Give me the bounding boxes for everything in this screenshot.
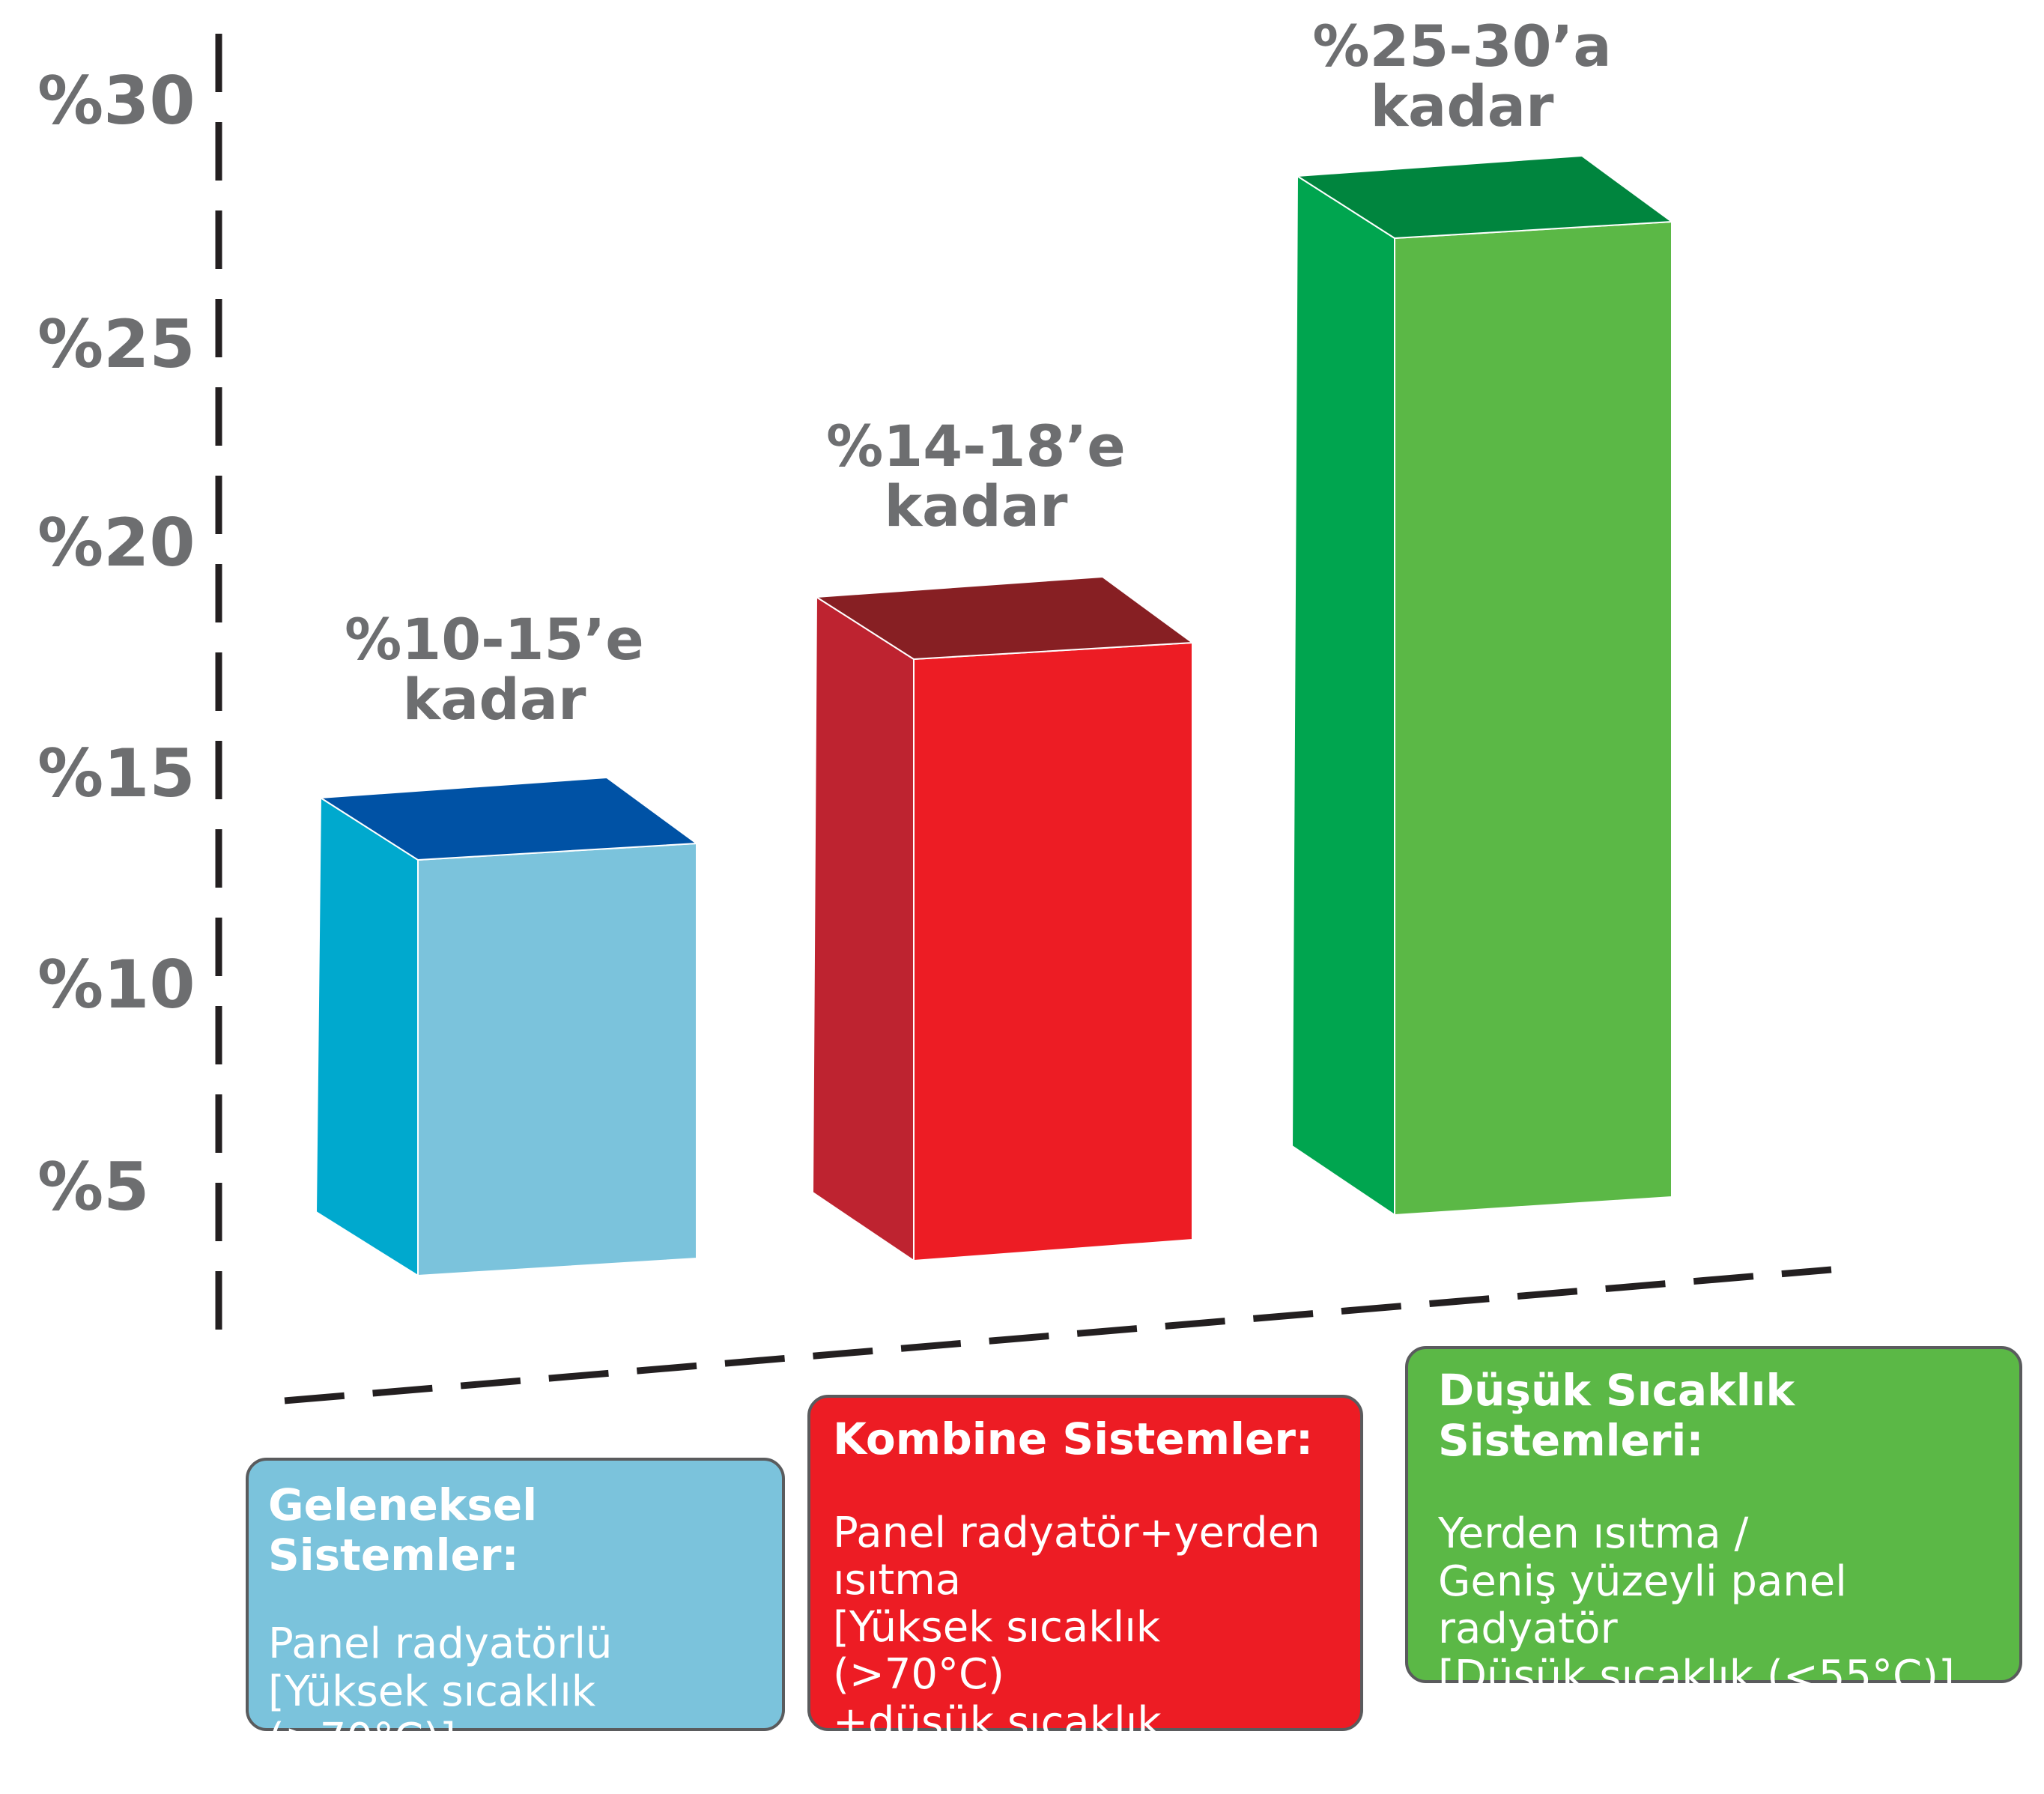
- legend-dusuk-sicaklik-line: Geniş yüzeyli panel radyatör: [1438, 1557, 1847, 1653]
- bar-label-kombine-line2: kadar: [885, 473, 1069, 539]
- bar-label-geleneksel-line2: kadar: [403, 666, 587, 733]
- legend-geleneksel-line: Panel radyatörlü: [268, 1619, 613, 1669]
- legend-kombine-line: ısıtma: [833, 1555, 962, 1604]
- bar-label-geleneksel-line1: %10-15’e: [345, 606, 644, 673]
- bar-kombine-side: [811, 596, 915, 1262]
- y-tick-5: %5: [37, 1148, 149, 1225]
- bar-dusuk-sicaklik: [1291, 154, 1674, 1216]
- bar-geleneksel-side: [315, 796, 419, 1277]
- x-axis-baseline: [284, 1266, 1832, 1404]
- bar-dusuk-sicaklik-side: [1291, 175, 1395, 1216]
- bar-kombine-top: [813, 575, 1195, 661]
- legend-dusuk-sicaklik-line: [Düşük sıcaklık (<55°C)]: [1438, 1652, 1955, 1701]
- legend-dusuk-sicaklik-line: Yerden ısıtma /: [1438, 1509, 1749, 1559]
- legend-kombine-line: [Yüksek sıcaklık (>70°C): [833, 1603, 1161, 1700]
- bar-kombine: [811, 575, 1195, 1262]
- legend-dusuk-sicaklik: Düşük Sıcaklık Sistemleri: Yerden ısıtma…: [1405, 1346, 2022, 1700]
- bar-label-dusuk-sicaklik-line1: %25-30’a: [1312, 13, 1611, 79]
- legend-geleneksel-line: [Yüksek sıcaklık (>70°C)]: [268, 1667, 596, 1763]
- bar-geleneksel-front: [417, 842, 697, 1277]
- y-tick-15: %15: [37, 735, 195, 812]
- bar-kombine-front: [913, 641, 1193, 1262]
- y-tick-25: %25: [37, 306, 195, 383]
- legend-kombine: Kombine Sistemler: Panel radyatör+yerden…: [807, 1395, 1363, 1793]
- legend-geleneksel-title: Geleneksel Sistemler:: [268, 1479, 538, 1581]
- chart: %5 %10 %15 %20 %25 %30 %10-15’e kadar %1…: [37, 13, 1832, 1404]
- y-tick-30: %30: [37, 62, 195, 139]
- legend-geleneksel: Geleneksel Sistemler: Panel radyatörlü […: [246, 1458, 785, 1763]
- bar-dusuk-sicaklik-front: [1394, 220, 1672, 1216]
- bar-geleneksel: [315, 776, 699, 1277]
- legend-dusuk-sicaklik-title: Düşük Sıcaklık Sistemleri:: [1438, 1365, 1795, 1466]
- bar-geleneksel-top: [318, 776, 699, 861]
- bar-label-dusuk-sicaklik-line2: kadar: [1371, 73, 1555, 139]
- legend-kombine-line: +düşük sıcaklık (<55°C)]: [833, 1697, 1162, 1794]
- bar-dusuk-sicaklik-top: [1294, 154, 1674, 240]
- legend-kombine-line: Panel radyatör+yerden: [833, 1508, 1320, 1557]
- bar-label-kombine-line1: %14-18’e: [826, 413, 1126, 479]
- y-tick-20: %20: [37, 504, 195, 581]
- y-tick-10: %10: [37, 946, 195, 1023]
- legend-kombine-title: Kombine Sistemler:: [833, 1413, 1314, 1464]
